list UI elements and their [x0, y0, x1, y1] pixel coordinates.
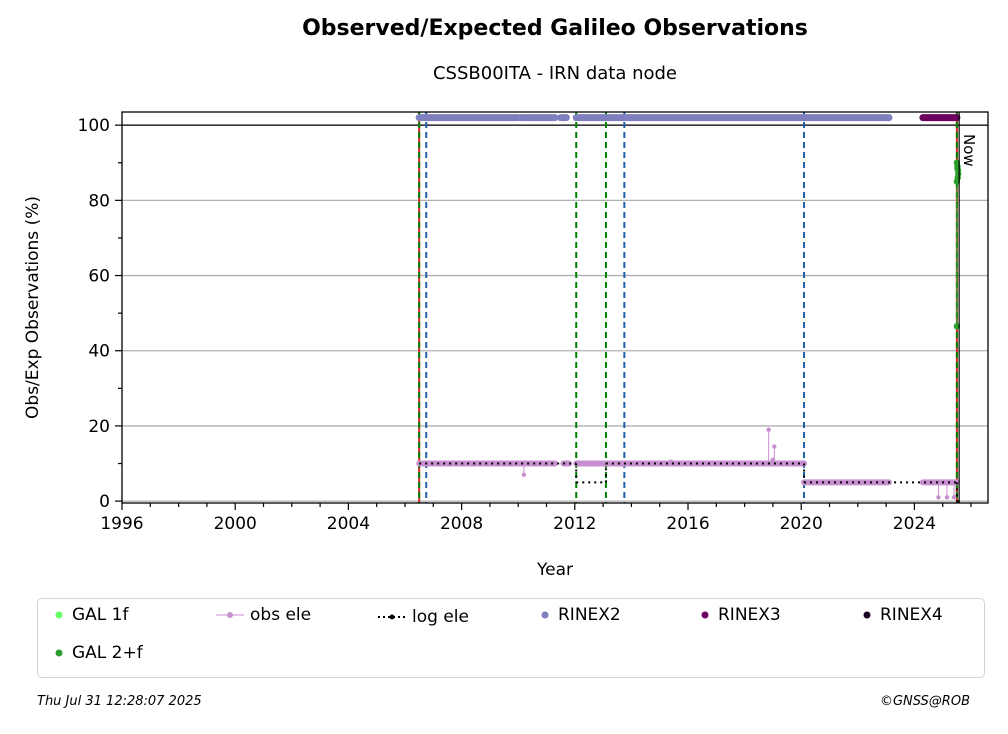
obs-ele-spike-point-4	[770, 457, 776, 462]
footer-credit: ©GNSS@ROB	[879, 694, 970, 709]
legend-item-obs-ele: obs ele	[216, 605, 311, 625]
legend-marker-icon	[538, 605, 552, 625]
legend-marker-icon	[216, 605, 244, 625]
legend-label: GAL 1f	[72, 605, 129, 625]
legend-marker-icon	[698, 605, 712, 625]
obs-ele-spike-point-5	[936, 495, 941, 500]
obs-ele-spike-point-0	[521, 472, 527, 478]
obs-ele-spike-point-3	[772, 444, 777, 449]
legend-label: obs ele	[250, 605, 312, 625]
legend-marker-icon	[378, 607, 406, 627]
legend-marker-icon	[860, 605, 874, 625]
y-tick-label-5: 100	[78, 116, 110, 136]
chart-subtitle: CSSB00ITA - IRN data node	[432, 63, 678, 84]
legend-label: RINEX4	[880, 605, 943, 625]
plot-frame	[121, 111, 989, 504]
y-tick-label-3: 60	[88, 267, 110, 287]
x-axis-label: Year	[536, 560, 573, 580]
legend-marker-icon	[52, 605, 66, 625]
gal2f-point-5	[953, 178, 961, 185]
x-tick-label-4: 2012	[553, 514, 596, 534]
obs-ele-spike-point-2	[766, 427, 771, 432]
chart-title: Observed/Expected Galileo Observations	[302, 16, 808, 41]
x-tick-label-7: 2024	[893, 514, 936, 534]
y-tick-label-0: 0	[99, 492, 110, 512]
gal2f-point-7	[953, 323, 961, 330]
legend-label: GAL 2+f	[72, 643, 143, 663]
legend-label: RINEX2	[558, 605, 621, 625]
x-tick-label-5: 2016	[666, 514, 709, 534]
legend-item-rinex3: RINEX3	[698, 605, 781, 625]
chart-plot: Now 1996 2000 2004 2008 2012 2016 2020 2024 0 20 40…	[23, 111, 989, 580]
legend-item-rinex2: RINEX2	[538, 605, 621, 625]
legend-item-gal-2-f: GAL 2+f	[52, 643, 143, 663]
y-tick-label-2: 40	[88, 342, 110, 362]
legend-item-rinex4: RINEX4	[860, 605, 943, 625]
x-tick-label-3: 2008	[440, 514, 483, 534]
footer-timestamp: Thu Jul 31 12:28:07 2025	[37, 694, 202, 709]
y-tick-label-1: 20	[88, 417, 110, 437]
now-label: Now	[960, 134, 978, 167]
legend-label: RINEX3	[718, 605, 781, 625]
legend-item-log-ele: log ele	[378, 607, 469, 627]
x-tick-label-1: 2000	[214, 514, 257, 534]
x-tick-label-6: 2020	[780, 514, 823, 534]
legend-marker-icon	[52, 643, 66, 663]
x-tick-label-0: 1996	[100, 514, 143, 534]
obs-ele-spike-point-7	[951, 495, 957, 500]
y-tick-label-4: 80	[88, 191, 110, 211]
chart-legend: GAL 1f obs ele log ele RINEX2 RINEX3 RINEX4 GA…	[37, 598, 985, 678]
x-tick-label-2: 2004	[327, 514, 370, 534]
obs-ele-spike-point-6	[944, 495, 950, 500]
legend-item-gal-1f: GAL 1f	[52, 605, 128, 625]
y-axis-label: Obs/Exp Observations (%)	[23, 196, 43, 419]
legend-label: log ele	[412, 607, 469, 627]
